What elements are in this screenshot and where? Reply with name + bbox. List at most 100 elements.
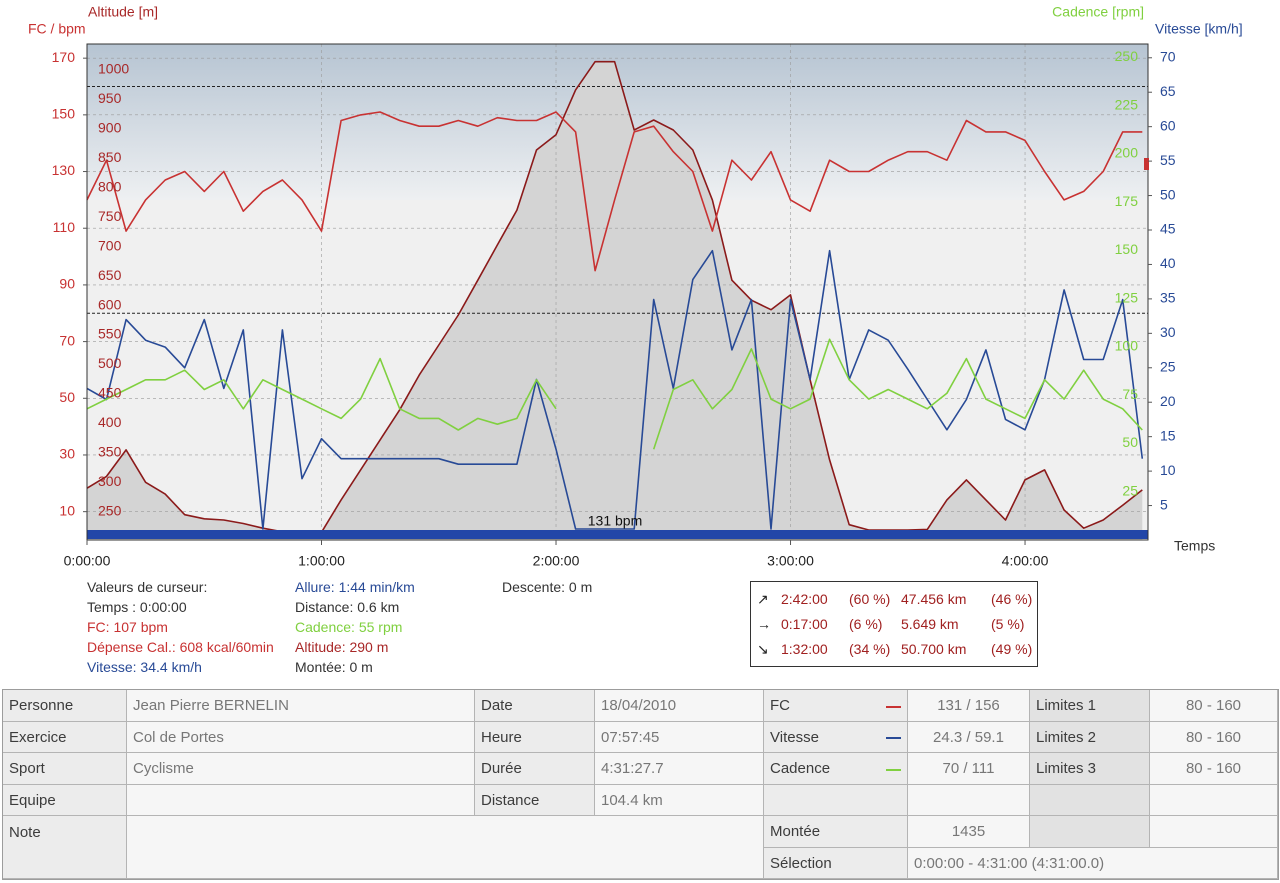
field-label: Distance — [475, 785, 595, 816]
y2-tick-label: 25 — [1160, 358, 1176, 374]
empty-cell — [908, 785, 1030, 816]
y3-tick-label: 900 — [98, 120, 122, 136]
empty-cell — [1150, 816, 1278, 848]
series-swatch — [886, 768, 901, 771]
field-label: Heure — [475, 722, 595, 753]
y3-tick-label: 750 — [98, 208, 122, 224]
y3-tick-label: 500 — [98, 355, 122, 371]
series-swatch — [886, 705, 901, 708]
field-label: Equipe — [3, 785, 127, 816]
y2-tick-label: 5 — [1160, 496, 1168, 512]
x-axis-title: Temps — [1174, 538, 1215, 554]
stat-value: (5 %) — [991, 616, 1025, 632]
field-value: 80 - 160 — [1150, 690, 1278, 722]
y2-tick-label: 45 — [1160, 221, 1176, 237]
y2-tick-label: 65 — [1160, 83, 1176, 99]
series-label: Vitesse — [764, 722, 908, 753]
series-stat: 131 / 156 — [908, 690, 1030, 722]
scroll-marker[interactable] — [1144, 158, 1149, 170]
cursor-line: Vitesse: 34.4 km/h — [87, 659, 202, 675]
stat-value: (6 %) — [849, 616, 883, 632]
cursor-line: Descente: 0 m — [502, 579, 593, 595]
stat-value: 50.700 km — [901, 641, 967, 657]
y3-tick-label: 850 — [98, 149, 122, 165]
field-value: 1435 — [908, 816, 1030, 848]
field-value: 4:31:27.7 — [595, 753, 764, 785]
field-label: Limites 3 — [1030, 753, 1150, 785]
y-tick-label: 50 — [59, 389, 75, 405]
x-tick-label: 1:00:00 — [298, 553, 345, 569]
y4-axis-title: Cadence [rpm] — [1052, 4, 1144, 20]
y2-tick-label: 35 — [1160, 290, 1176, 306]
stat-value: 5.649 km — [901, 616, 959, 632]
chart: 1030507090110130150170250300350400450500… — [28, 4, 1243, 569]
field-value: Col de Portes — [127, 722, 475, 753]
field-value: 104.4 km — [595, 785, 764, 816]
empty-cell — [764, 785, 908, 816]
y3-tick-label: 400 — [98, 414, 122, 430]
y2-tick-label: 15 — [1160, 427, 1176, 443]
y3-axis-title: Altitude [m] — [88, 4, 158, 20]
stat-value: 0:17:00 — [781, 616, 828, 632]
y-tick-label: 150 — [52, 106, 76, 122]
y3-tick-label: 250 — [98, 502, 122, 518]
y2-tick-label: 60 — [1160, 117, 1176, 133]
y-tick-label: 110 — [53, 219, 76, 235]
y3-tick-label: 800 — [98, 178, 122, 194]
field-value: 80 - 160 — [1150, 753, 1278, 785]
empty-cell — [1030, 816, 1150, 848]
field-value: 07:57:45 — [595, 722, 764, 753]
y2-axis-title: Vitesse [km/h] — [1155, 21, 1243, 37]
y2-tick-label: 20 — [1160, 393, 1176, 409]
y4-tick-label: 250 — [1115, 48, 1139, 64]
direction-icon: ↗ — [757, 591, 769, 607]
y4-tick-label: 225 — [1115, 96, 1139, 112]
x-tick-label: 2:00:00 — [533, 553, 580, 569]
y2-tick-label: 50 — [1160, 186, 1176, 202]
y-tick-label: 170 — [52, 49, 76, 65]
cursor-line: Altitude: 290 m — [295, 639, 389, 655]
direction-icon: ↘ — [757, 641, 769, 657]
field-value: Cyclisme — [127, 753, 475, 785]
y3-tick-label: 700 — [98, 237, 122, 253]
y3-tick-label: 650 — [98, 267, 122, 283]
field-label: Limites 2 — [1030, 722, 1150, 753]
series-swatch — [886, 737, 901, 739]
field-value: 80 - 160 — [1150, 722, 1278, 753]
field-label: Sélection — [764, 848, 908, 879]
series-stat: 70 / 111 — [908, 753, 1030, 785]
cursor-line: Temps : 0:00:00 — [87, 599, 187, 615]
y3-tick-label: 350 — [98, 444, 122, 460]
series-line — [86, 111, 1143, 272]
empty-cell — [1150, 785, 1278, 816]
field-label: Limites 1 — [1030, 690, 1150, 722]
y4-tick-label: 75 — [1122, 386, 1138, 402]
stat-value: 47.456 km — [901, 591, 967, 607]
direction-icon: → — [757, 616, 771, 632]
y4-tick-label: 125 — [1115, 289, 1139, 305]
stat-value: (60 %) — [849, 591, 891, 607]
y-tick-label: 90 — [59, 276, 75, 292]
x-tick-label: 3:00:00 — [767, 553, 814, 569]
annotation: 131 bpm — [588, 513, 642, 529]
field-value: 18/04/2010 — [595, 690, 764, 722]
y2-tick-label: 70 — [1160, 48, 1176, 64]
stat-value: (34 %) — [849, 641, 891, 657]
field-label: Date — [475, 690, 595, 722]
y4-tick-label: 100 — [1115, 338, 1139, 354]
cursor-line: Allure: 1:44 min/km — [295, 579, 415, 595]
series-label: FC — [764, 690, 908, 722]
series-line — [86, 357, 557, 431]
y4-tick-label: 150 — [1115, 241, 1139, 257]
field-value: 0:00:00 - 4:31:00 (4:31:00.0) — [908, 848, 1278, 879]
y3-tick-label: 600 — [98, 296, 122, 312]
stat-value: (49 %) — [991, 641, 1033, 657]
y3-tick-label: 950 — [98, 90, 122, 106]
y4-tick-label: 25 — [1122, 482, 1138, 498]
y3-tick-label: 550 — [98, 326, 122, 342]
y2-tick-label: 10 — [1160, 462, 1176, 478]
field-label: Sport — [3, 753, 127, 785]
stats-box: ↗ 2:42:00 (60 %) 47.456 km (46 %) → 0:17:00 (6 … — [750, 581, 1038, 667]
y3-tick-label: 1000 — [98, 61, 129, 77]
y3-tick-label: 450 — [98, 385, 122, 401]
